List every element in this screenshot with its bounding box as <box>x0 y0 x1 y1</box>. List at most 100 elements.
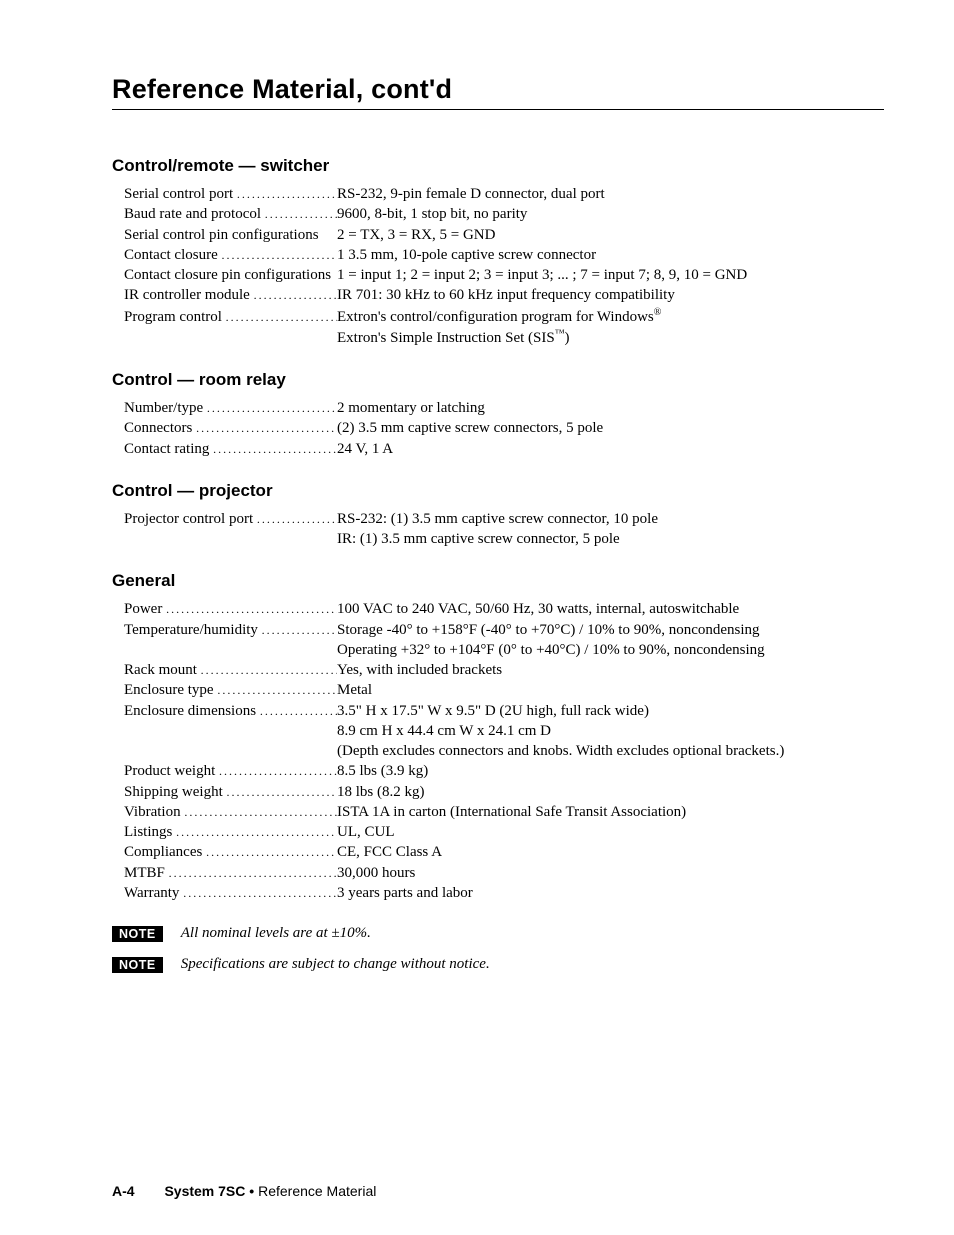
spec-label: Listings <box>124 822 337 842</box>
spec-value: (Depth excludes connectors and knobs. Wi… <box>337 741 884 761</box>
page-footer: A-4 System 7SC • Reference Material <box>112 1183 376 1199</box>
spec-value: (2) 3.5 mm captive screw connectors, 5 p… <box>337 418 884 438</box>
spec-block: Serial control port RS-232, 9-pin female… <box>124 184 884 348</box>
spec-value: 1 3.5 mm, 10-pole captive screw connecto… <box>337 245 884 265</box>
spec-row: Number/type 2 momentary or latching <box>124 398 884 418</box>
spec-value: Yes, with included brackets <box>337 660 884 680</box>
spec-value: 18 lbs (8.2 kg) <box>337 782 884 802</box>
spec-label: IR controller module <box>124 285 337 305</box>
spec-row: Vibration ISTA 1A in carton (Internation… <box>124 802 884 822</box>
spec-label: Contact closure pin configurations <box>124 265 337 285</box>
spec-label: MTBF <box>124 863 337 883</box>
spec-row: Enclosure type Metal <box>124 680 884 700</box>
spec-value: Extron's control/configuration program f… <box>337 306 884 327</box>
spec-row: Extron's Simple Instruction Set (SIS™) <box>124 327 884 348</box>
footer-subtitle: Reference Material <box>258 1183 376 1199</box>
spec-label: Compliances <box>124 842 337 862</box>
note-text: Specifications are subject to change wit… <box>181 956 490 973</box>
spec-row: IR: (1) 3.5 mm captive screw connector, … <box>124 529 884 549</box>
spec-label: Serial control pin configurations <box>124 225 337 245</box>
spec-value: Storage -40° to +158°F (-40° to +70°C) /… <box>337 620 884 640</box>
spec-value: 1 = input 1; 2 = input 2; 3 = input 3; .… <box>337 265 884 285</box>
spec-value: 30,000 hours <box>337 863 884 883</box>
superscript: ™ <box>555 328 565 339</box>
spec-row: Temperature/humidity Storage -40° to +15… <box>124 620 884 640</box>
spec-value: 2 = TX, 3 = RX, 5 = GND <box>337 225 884 245</box>
spec-row: Program control Extron's control/configu… <box>124 306 884 327</box>
spec-value: Extron's Simple Instruction Set (SIS™) <box>337 327 884 348</box>
spec-row: Operating +32° to +104°F (0° to +40°C) /… <box>124 640 884 660</box>
page-container: Reference Material, cont'd Control/remot… <box>0 0 954 973</box>
spec-label: Number/type <box>124 398 337 418</box>
spec-value: RS-232: (1) 3.5 mm captive screw connect… <box>337 509 884 529</box>
note-row: NOTEAll nominal levels are at ±10%. <box>112 925 884 942</box>
spec-label: Vibration <box>124 802 337 822</box>
spec-label: Rack mount <box>124 660 337 680</box>
spec-label: Product weight <box>124 761 337 781</box>
spec-row: Baud rate and protocol 9600, 8-bit, 1 st… <box>124 204 884 224</box>
superscript: ® <box>654 307 662 318</box>
spec-value: UL, CUL <box>337 822 884 842</box>
section-title: General <box>112 571 884 591</box>
spec-value: CE, FCC Class A <box>337 842 884 862</box>
spec-value: 8.9 cm H x 44.4 cm W x 24.1 cm D <box>337 721 884 741</box>
sections-container: Control/remote — switcher Serial control … <box>112 156 884 903</box>
spec-row: Projector control port RS-232: (1) 3.5 m… <box>124 509 884 529</box>
spec-value: 100 VAC to 240 VAC, 50/60 Hz, 30 watts, … <box>337 599 884 619</box>
section-title: Control — room relay <box>112 370 884 390</box>
spec-block: Power 100 VAC to 240 VAC, 50/60 Hz, 30 w… <box>124 599 884 903</box>
spec-row: Listings UL, CUL <box>124 822 884 842</box>
note-row: NOTE Specifications are subject to change… <box>112 956 884 973</box>
spec-row: MTBF 30,000 hours <box>124 863 884 883</box>
spec-row: Enclosure dimensions 3.5" H x 17.5" W x … <box>124 701 884 721</box>
spec-row: Compliances CE, FCC Class A <box>124 842 884 862</box>
spec-row: Shipping weight 18 lbs (8.2 kg) <box>124 782 884 802</box>
note-badge: NOTE <box>112 926 163 942</box>
spec-row: IR controller module IR 701: 30 kHz to 6… <box>124 285 884 305</box>
spec-value: RS-232, 9-pin female D connector, dual p… <box>337 184 884 204</box>
spec-label: Connectors <box>124 418 337 438</box>
spec-row: Rack mount Yes, with included brackets <box>124 660 884 680</box>
section-title: Control/remote — switcher <box>112 156 884 176</box>
spec-block: Number/type 2 momentary or latchingConne… <box>124 398 884 459</box>
spec-value: Metal <box>337 680 884 700</box>
spec-row: Contact rating 24 V, 1 A <box>124 439 884 459</box>
spec-label: Enclosure dimensions <box>124 701 337 721</box>
spec-row: Product weight 8.5 lbs (3.9 kg) <box>124 761 884 781</box>
spec-row: Serial control port RS-232, 9-pin female… <box>124 184 884 204</box>
spec-value: 3 years parts and labor <box>337 883 884 903</box>
section-title: Control — projector <box>112 481 884 501</box>
spec-label: Contact closure <box>124 245 337 265</box>
spec-label: Contact rating <box>124 439 337 459</box>
spec-block: Projector control port RS-232: (1) 3.5 m… <box>124 509 884 550</box>
page-title: Reference Material, cont'd <box>112 74 884 105</box>
spec-value: 24 V, 1 A <box>337 439 884 459</box>
spec-value: 9600, 8-bit, 1 stop bit, no parity <box>337 204 884 224</box>
spec-row: Contact closure 1 3.5 mm, 10-pole captiv… <box>124 245 884 265</box>
footer-chapter: System 7SC • <box>164 1183 258 1199</box>
spec-label: Power <box>124 599 337 619</box>
spec-row: (Depth excludes connectors and knobs. Wi… <box>124 741 884 761</box>
spec-value: ISTA 1A in carton (International Safe Tr… <box>337 802 884 822</box>
spec-label: Baud rate and protocol <box>124 204 337 224</box>
spec-row: Warranty 3 years parts and labor <box>124 883 884 903</box>
spec-value: IR: (1) 3.5 mm captive screw connector, … <box>337 529 884 549</box>
spec-row: Power 100 VAC to 240 VAC, 50/60 Hz, 30 w… <box>124 599 884 619</box>
spec-label: Temperature/humidity <box>124 620 337 640</box>
spec-label: Enclosure type <box>124 680 337 700</box>
spec-label: Shipping weight <box>124 782 337 802</box>
spec-row: Serial control pin configurations 2 = TX… <box>124 225 884 245</box>
spec-value: 3.5" H x 17.5" W x 9.5" D (2U high, full… <box>337 701 884 721</box>
notes-container: NOTEAll nominal levels are at ±10%.NOTES… <box>112 925 884 973</box>
spec-row: Contact closure pin configurations 1 = i… <box>124 265 884 285</box>
spec-value: 2 momentary or latching <box>337 398 884 418</box>
spec-value: Operating +32° to +104°F (0° to +40°C) /… <box>337 640 884 660</box>
spec-label: Projector control port <box>124 509 337 529</box>
spec-row: 8.9 cm H x 44.4 cm W x 24.1 cm D <box>124 721 884 741</box>
spec-row: Connectors (2) 3.5 mm captive screw conn… <box>124 418 884 438</box>
spec-label: Serial control port <box>124 184 337 204</box>
title-rule <box>112 109 884 110</box>
note-badge: NOTE <box>112 957 163 973</box>
footer-page-number: A-4 <box>112 1183 135 1199</box>
spec-value: 8.5 lbs (3.9 kg) <box>337 761 884 781</box>
